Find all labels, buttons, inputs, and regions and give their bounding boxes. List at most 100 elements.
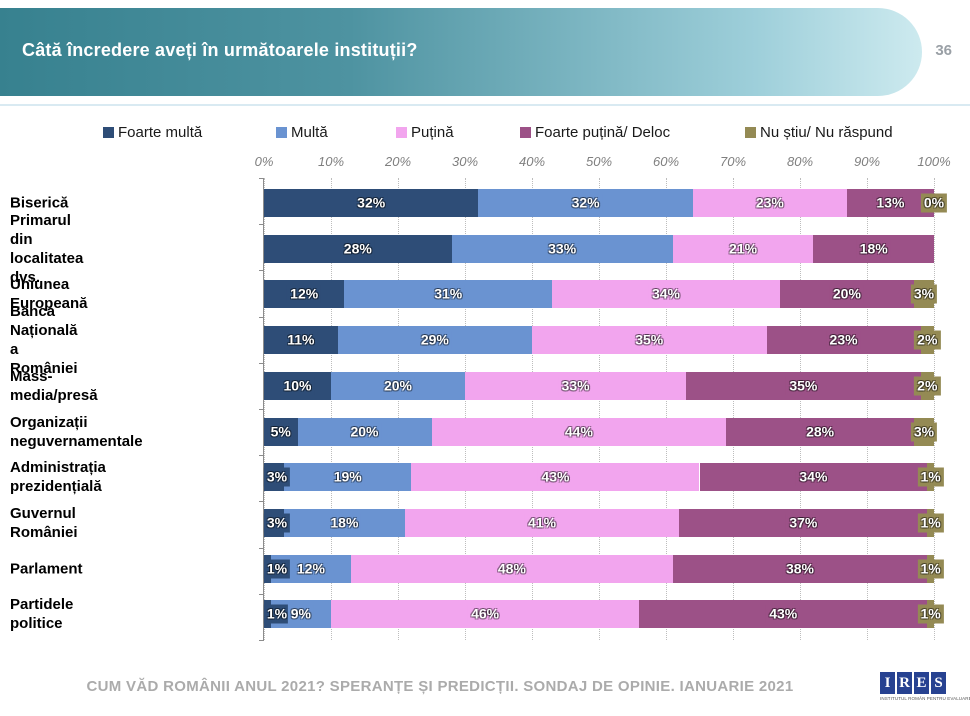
bar-data-label: 2% [914, 376, 941, 396]
gridline [666, 178, 667, 640]
bar-data-label: 18% [327, 513, 362, 533]
bar-data-label: 1% [917, 467, 944, 487]
ires-logo-letter: E [914, 672, 929, 694]
legend-swatch-icon [103, 127, 114, 138]
bar-data-label: 19% [330, 467, 365, 487]
bar-data-label: 33% [558, 376, 593, 396]
bar-data-label: 48% [494, 559, 529, 579]
gridline [733, 178, 734, 640]
ires-logo-letter: R [897, 672, 912, 694]
footer-source-text: CUM VĂD ROMÂNII ANUL 2021? SPERANȚE ȘI P… [86, 678, 794, 695]
bar-data-label: 1% [263, 604, 291, 624]
banner-underline [0, 104, 970, 106]
bar-data-label: 9% [287, 604, 314, 624]
x-tick-label: 50% [585, 154, 613, 169]
ires-logo-letter: I [880, 672, 895, 694]
bar-row: 12% 31% 34% 20% 3% [264, 280, 938, 309]
legend-label: Multă [291, 124, 328, 141]
category-axis-tick [259, 362, 264, 364]
bar-data-label: 29% [417, 330, 452, 350]
legend-item: Foarte puțină/ Deloc [520, 124, 670, 141]
bar-row: 3% 18% 41% 37% 1% [263, 508, 944, 537]
gridline [331, 178, 332, 640]
legend-swatch-icon [520, 127, 531, 138]
chart-legend: Foarte multă Multă Puțină Foarte puțină/ De… [0, 124, 970, 144]
legend-label: Nu știu/ Nu răspund [760, 124, 893, 141]
gridline [934, 178, 935, 640]
legend-swatch-icon [396, 127, 407, 138]
bar-data-label: 20% [380, 376, 416, 396]
x-tick-label: 60% [652, 154, 680, 169]
x-tick-label: 70% [719, 154, 747, 169]
bar-data-label: 34% [796, 467, 831, 487]
category-axis-tick [259, 640, 264, 641]
ires-logo-letter: S [931, 672, 946, 694]
bar-data-label: 23% [826, 330, 861, 350]
bar-data-label: 1% [917, 513, 944, 533]
bar-data-label: 12% [293, 559, 328, 579]
legend-item: Multă [276, 124, 328, 141]
bar-data-label: 41% [525, 513, 560, 533]
bar-data-label: 35% [632, 330, 667, 350]
bar-data-label: 1% [917, 559, 944, 579]
plot-area: 32% 32% 23% 13% 0% 28% 33% 21% 18% 12% 31% 34% 20% 3%… [259, 178, 948, 641]
bar-row: 32% 32% 23% 13% 0% [264, 189, 948, 217]
gridline [465, 178, 466, 640]
gridline [599, 178, 600, 640]
bar-data-label: 5% [267, 422, 294, 441]
legend-item: Nu știu/ Nu răspund [745, 124, 893, 141]
bar-row: 10% 20% 33% 35% 2% [264, 371, 941, 400]
bar-row: 5% 20% 44% 28% 3% [264, 417, 938, 446]
gridline [398, 178, 399, 640]
gridline [532, 178, 533, 640]
legend-label: Foarte multă [118, 124, 203, 141]
legend-item: Puțină [396, 124, 454, 141]
bar-data-label: 12% [287, 284, 322, 304]
category-axis-tick [259, 593, 264, 595]
legend-label: Foarte puțină/ Deloc [535, 124, 671, 141]
bar-data-label: 23% [752, 193, 787, 213]
bar-data-label: 44% [561, 422, 596, 441]
bar-data-label: 46% [468, 604, 503, 624]
legend-label: Puțină [411, 124, 454, 141]
bar-data-label: 2% [914, 330, 941, 350]
bar-data-label: 28% [340, 239, 375, 259]
gridline [800, 178, 801, 640]
x-tick-label: 20% [384, 154, 412, 169]
bar-data-label: 0% [920, 193, 948, 213]
category-axis-tick [259, 224, 264, 226]
bar-data-label: 31% [431, 284, 466, 304]
bar-data-label: 32% [354, 193, 389, 213]
legend-item: Foarte multă [103, 124, 202, 141]
x-tick-label: 0% [254, 154, 274, 169]
category-axis-tick [259, 316, 264, 318]
header-banner: Câtă încredere aveți în următoarele inst… [0, 8, 922, 96]
bar-data-label: 20% [347, 422, 382, 441]
bar-data-label: 3% [910, 284, 938, 304]
bar-data-label: 20% [829, 284, 864, 304]
bar-data-label: 21% [726, 239, 761, 259]
category-axis-tick [259, 409, 264, 410]
bar-data-label: 3% [263, 513, 291, 533]
x-tick-label: 30% [451, 154, 479, 169]
bar-data-label: 10% [280, 376, 315, 396]
x-tick-label: 80% [786, 154, 814, 169]
bar-row: 1% 12% 48% 38% 1% [263, 554, 944, 583]
bar-data-label: 33% [545, 239, 580, 259]
bar-row: 1% 9% 46% 43% 1% [263, 600, 944, 629]
category-axis-tick [259, 547, 264, 549]
bar-row: 3% 19% 43% 34% 1% [263, 463, 944, 492]
gridline [867, 178, 868, 640]
page-title: Câtă încredere aveți în următoarele inst… [22, 40, 418, 60]
category-axis-tick [259, 501, 264, 503]
bar-data-label: 13% [873, 193, 908, 213]
x-axis-tick-labels: 0% 10% 20% 30% 40% 50% 60% 70% 80% 90% 100% [255, 154, 951, 170]
x-tick-label: 90% [853, 154, 881, 169]
page-number: 36 [935, 42, 952, 59]
bar-data-label: 35% [786, 376, 821, 396]
bar-data-label: 38% [782, 559, 818, 579]
legend-swatch-icon [276, 127, 287, 138]
